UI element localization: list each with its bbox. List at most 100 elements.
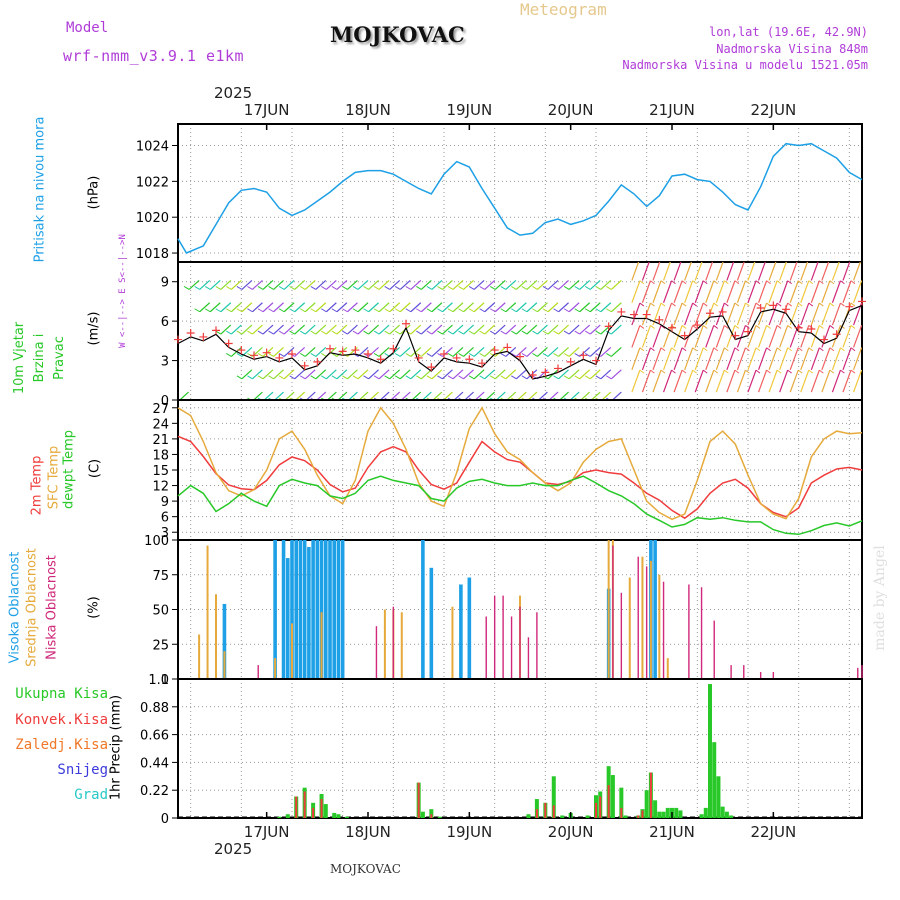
wind-barb bbox=[579, 369, 591, 380]
wind-barb-tick bbox=[373, 352, 380, 357]
wind-barb-tick bbox=[500, 352, 507, 357]
wind-barb bbox=[347, 369, 358, 380]
low-cloud-bar bbox=[743, 665, 745, 679]
wind-barb-tick bbox=[184, 353, 189, 356]
wind-barb-tick bbox=[840, 369, 845, 374]
wind-barb-tick bbox=[194, 285, 200, 290]
wind-barb-tick bbox=[776, 280, 782, 285]
wind-barb-tick bbox=[342, 285, 348, 290]
wind-barb bbox=[662, 347, 673, 370]
wind-barb-tick bbox=[650, 325, 655, 329]
wind-barb-tick bbox=[862, 258, 866, 261]
wind-barb-tick bbox=[299, 285, 306, 290]
wind-barb bbox=[600, 302, 612, 313]
wind-barb bbox=[569, 391, 580, 400]
wind-barb bbox=[631, 302, 641, 326]
wind-barb bbox=[673, 325, 683, 348]
wind-barb bbox=[442, 302, 453, 313]
high-cloud-bar bbox=[285, 558, 290, 679]
wind-barb-tick bbox=[405, 375, 412, 380]
wind-barb-tick bbox=[352, 397, 358, 400]
wind-barb-tick bbox=[247, 397, 252, 400]
wind-barb bbox=[220, 279, 232, 290]
wind-barb bbox=[410, 279, 422, 290]
wind-ytick-label: 3 bbox=[161, 355, 169, 370]
precip-ytick-label: 0.22 bbox=[140, 784, 169, 799]
wind-barb bbox=[579, 324, 591, 335]
wind-barb-tick bbox=[363, 308, 369, 313]
wind-barb bbox=[294, 302, 306, 313]
wind-barb bbox=[505, 369, 517, 380]
temperature-frame bbox=[177, 399, 863, 541]
wind-barb-tick bbox=[468, 375, 475, 380]
wind-barb-tick bbox=[310, 397, 315, 400]
wind-frame bbox=[177, 261, 863, 401]
wind-barb bbox=[494, 302, 506, 313]
precip-total-bar bbox=[416, 782, 421, 818]
wind-barb bbox=[652, 347, 662, 370]
wind-barb bbox=[389, 369, 401, 380]
wind-barb bbox=[283, 279, 295, 290]
low-cloud-bar bbox=[620, 592, 623, 679]
wind-barb-tick bbox=[458, 308, 464, 313]
wind-barb bbox=[432, 391, 443, 400]
wind-barb-tick bbox=[183, 285, 190, 290]
wind-gust-mark bbox=[731, 331, 740, 340]
wind-barb bbox=[389, 302, 401, 313]
wind-barb-tick bbox=[373, 397, 379, 400]
precip-total-bar bbox=[712, 742, 717, 818]
wind-gust-mark bbox=[376, 355, 385, 364]
day-label-top: 21JUN bbox=[649, 101, 695, 119]
low-cloud-bar bbox=[375, 626, 378, 679]
wind-barb-tick bbox=[650, 280, 655, 285]
wind-barb-tick bbox=[226, 308, 232, 313]
wind-barb-tick bbox=[236, 352, 243, 357]
wind-barb bbox=[241, 279, 253, 290]
temperature-ytick-label: 21 bbox=[152, 433, 169, 448]
wind-barb-tick bbox=[521, 308, 528, 313]
wind-barb bbox=[484, 346, 496, 357]
wind-barb bbox=[715, 325, 725, 348]
wind-barb-tick bbox=[650, 258, 654, 261]
wind-barb bbox=[295, 391, 306, 400]
wind-barb-tick bbox=[595, 308, 602, 313]
wind-barb bbox=[189, 325, 199, 334]
wind-barb bbox=[199, 279, 211, 290]
wind-barb bbox=[410, 324, 422, 335]
wind-barb bbox=[747, 347, 757, 370]
wind-barb bbox=[631, 325, 641, 348]
precip-total-bar bbox=[568, 812, 573, 818]
wind-barb-tick bbox=[745, 258, 749, 261]
wind-barb-tick bbox=[702, 347, 708, 352]
precip-frame bbox=[177, 678, 863, 819]
wind-barb bbox=[641, 347, 652, 370]
low-cloud-bar bbox=[713, 620, 715, 679]
wind-barb bbox=[189, 392, 199, 401]
wind-barb bbox=[252, 369, 263, 380]
wind-barb-tick bbox=[299, 352, 306, 357]
wind-barb bbox=[842, 347, 852, 370]
wind-barb-tick bbox=[574, 285, 580, 290]
wind-barb-tick bbox=[384, 330, 390, 335]
precip-total-bar bbox=[720, 806, 725, 818]
wind-barb-tick bbox=[384, 308, 390, 313]
wind-barb-tick bbox=[574, 308, 580, 313]
wind-barb-tick bbox=[724, 302, 729, 307]
wind-barb-tick bbox=[797, 302, 803, 307]
high-cloud-bar bbox=[311, 540, 315, 679]
wind-barb-tick bbox=[289, 330, 295, 335]
wind-barb bbox=[641, 369, 652, 393]
low-cloud-bar bbox=[759, 672, 762, 679]
wind-gust-mark bbox=[338, 347, 347, 356]
precip-conv-bar bbox=[303, 791, 306, 818]
wind-barb bbox=[652, 262, 661, 281]
wind-barb bbox=[230, 346, 242, 357]
wind-barb-tick bbox=[500, 285, 507, 290]
wind-gust-mark bbox=[845, 302, 854, 311]
wind-barb-tick bbox=[745, 325, 750, 329]
high-cloud-bar bbox=[336, 540, 341, 679]
wind-barb bbox=[188, 279, 200, 290]
wind-barb bbox=[294, 279, 306, 290]
wind-barb-tick bbox=[163, 398, 168, 401]
wind-barb bbox=[389, 346, 401, 357]
